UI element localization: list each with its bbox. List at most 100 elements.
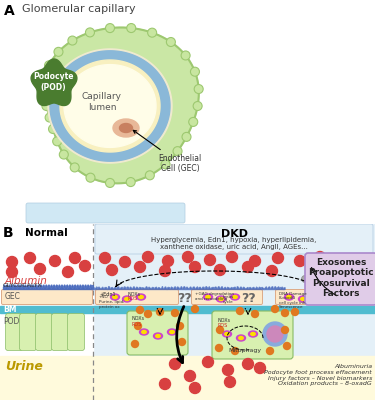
Circle shape [327,274,333,282]
Ellipse shape [111,294,120,300]
Circle shape [161,160,170,169]
Ellipse shape [237,335,246,341]
Circle shape [146,171,154,180]
Ellipse shape [315,296,319,298]
Polygon shape [31,59,77,106]
Circle shape [132,340,138,348]
Circle shape [216,326,223,334]
Circle shape [53,137,62,146]
Bar [0,356,375,400]
Circle shape [225,376,236,388]
Ellipse shape [136,294,146,300]
Circle shape [243,262,254,272]
Ellipse shape [168,329,177,335]
Circle shape [294,256,306,266]
Circle shape [70,163,79,172]
Circle shape [291,308,298,316]
Ellipse shape [139,296,143,298]
FancyBboxPatch shape [51,314,69,350]
Ellipse shape [312,294,321,300]
Circle shape [105,178,114,188]
Text: +NO
Purine, lipid,
protein ox: +NO Purine, lipid, protein ox [99,296,124,309]
Text: NOXs: NOXs [132,316,145,321]
Text: Podocyte
(POD): Podocyte (POD) [33,72,73,92]
Circle shape [267,348,273,354]
FancyBboxPatch shape [192,290,262,304]
FancyBboxPatch shape [20,314,36,350]
Ellipse shape [142,330,146,334]
Circle shape [24,252,36,264]
Text: +GAG degradation
and remodeling: +GAG degradation and remodeling [195,292,234,301]
Circle shape [252,310,258,318]
Circle shape [192,306,198,312]
Circle shape [267,326,283,342]
Circle shape [173,147,182,156]
Ellipse shape [156,334,160,338]
Circle shape [106,264,117,276]
FancyBboxPatch shape [96,290,178,304]
Circle shape [142,252,153,262]
Circle shape [177,322,183,330]
Ellipse shape [239,336,243,340]
Polygon shape [44,28,199,183]
Ellipse shape [120,124,132,132]
Ellipse shape [301,298,305,300]
Text: krebs
cycle: krebs cycle [223,295,234,304]
Circle shape [249,256,261,266]
Text: Albuminuria
Podocyte foot process effacement
Injury factors – Novel biomarkers
O: Albuminuria Podocyte foot process efface… [264,364,372,386]
Text: ??: ?? [178,292,192,305]
Circle shape [178,338,186,346]
Circle shape [63,266,74,278]
FancyBboxPatch shape [26,203,185,223]
Circle shape [59,150,68,159]
Circle shape [166,38,176,46]
Circle shape [135,322,141,330]
Text: +Edn1: +Edn1 [99,292,116,297]
Circle shape [282,310,288,316]
Text: GEC: GEC [5,292,21,301]
Circle shape [136,306,144,314]
Ellipse shape [125,298,129,300]
Ellipse shape [225,332,229,336]
Circle shape [126,178,135,186]
Circle shape [184,370,195,382]
Circle shape [214,264,225,276]
Circle shape [182,132,191,141]
Circle shape [156,308,164,316]
Circle shape [255,362,266,374]
Circle shape [50,256,60,266]
Polygon shape [64,65,156,147]
Circle shape [190,67,200,76]
Ellipse shape [206,296,210,298]
Circle shape [315,252,326,262]
Ellipse shape [216,296,225,302]
Ellipse shape [285,294,294,300]
Ellipse shape [287,296,291,298]
Circle shape [69,252,81,264]
Ellipse shape [153,333,162,339]
Circle shape [105,24,114,32]
FancyBboxPatch shape [68,314,84,350]
Circle shape [48,124,57,134]
Circle shape [272,306,279,312]
Circle shape [45,113,54,122]
Circle shape [194,84,203,94]
Ellipse shape [251,332,255,336]
Ellipse shape [231,294,240,300]
Text: A: A [4,4,15,18]
Text: NOXs: NOXs [217,318,230,323]
Circle shape [263,322,287,346]
Circle shape [42,102,51,110]
Circle shape [202,356,213,368]
Circle shape [170,358,180,370]
Circle shape [120,256,130,268]
Ellipse shape [123,296,132,302]
Ellipse shape [170,330,174,334]
Circle shape [68,36,77,45]
Text: DNA Damage
8-oxodG
cell cycle inh
Senescence: DNA Damage 8-oxodG cell cycle inh Senesc… [279,292,307,309]
FancyBboxPatch shape [212,311,293,359]
Circle shape [86,28,94,37]
Text: ROS: ROS [217,323,227,328]
Circle shape [243,358,254,370]
Text: B: B [3,226,13,240]
